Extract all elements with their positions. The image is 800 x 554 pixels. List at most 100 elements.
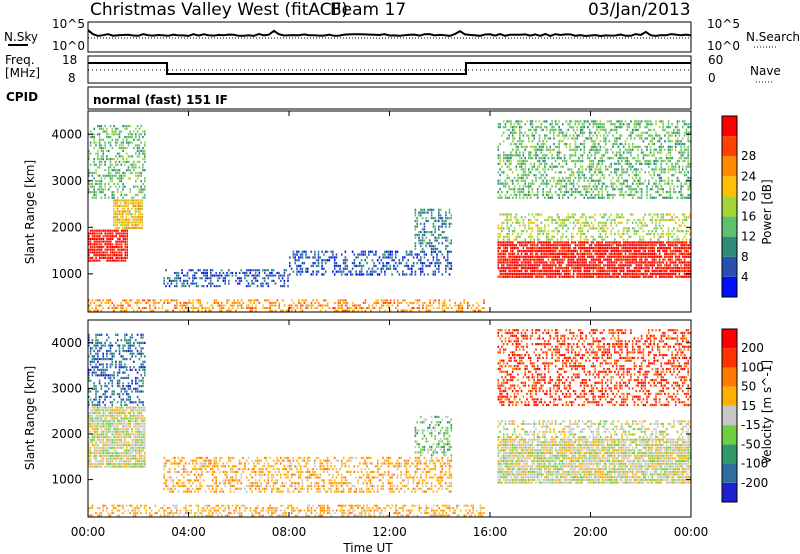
heatmap-cell-3: [280, 285, 282, 288]
heatmap-cell-6: [337, 301, 340, 304]
heatmap-cell-7: [599, 258, 602, 261]
heatmap-cell-3: [229, 271, 232, 274]
heatmap-cell-9: [587, 137, 589, 140]
nsky-tick-bottom: 10^0: [52, 39, 85, 53]
heatmap-cell-6: [143, 299, 146, 302]
heatmap-cell-7: [528, 261, 530, 264]
heatmap-cell-7: [631, 247, 634, 250]
heatmap-cell-9: [520, 174, 523, 177]
heatmap-cell-7: [531, 249, 534, 253]
beam-label: Beam 17: [330, 0, 406, 20]
heatmap-cell-0: [99, 251, 101, 254]
heatmap-cell-8: [579, 232, 582, 236]
heatmap-cell-9: [556, 157, 559, 160]
heatmap-cell-9: [637, 148, 639, 151]
heatmap-cell-3: [193, 282, 196, 285]
heatmap-cell-9: [640, 190, 643, 194]
heatmap-cell-7: [622, 255, 625, 258]
heatmap-cell-0: [119, 235, 121, 238]
heatmap-cell-9: [631, 131, 634, 134]
heatmap-cell-9: [651, 168, 654, 171]
heatmap-cell-4: [296, 267, 298, 270]
heatmap-cell-6: [443, 309, 446, 312]
heatmap-cell-3: [163, 279, 165, 282]
heatmap-cell-9: [662, 126, 664, 129]
heatmap-cell-8: [540, 230, 543, 233]
heatmap-cell-7: [653, 241, 655, 244]
heatmap-cell-8: [689, 216, 691, 219]
heatmap-cell-9: [631, 145, 634, 148]
heatmap-cell-9: [583, 174, 586, 177]
heatmap-cell-6: [373, 307, 376, 309]
heatmap-cell-7: [554, 247, 557, 250]
heatmap-cell-0: [119, 240, 121, 243]
heatmap-cell-2: [116, 158, 119, 161]
heatmap-cell-7: [649, 275, 652, 278]
heatmap-cell-9: [621, 159, 623, 163]
heatmap-cell-9: [648, 171, 650, 174]
heatmap-cell-7: [536, 258, 539, 261]
heatmap-cell-6: [195, 307, 198, 309]
heatmap-cell-7: [683, 269, 686, 273]
heatmap-cell-7: [678, 275, 681, 278]
heatmap-cell-9: [508, 176, 510, 180]
heatmap-cell-2: [122, 196, 124, 199]
heatmap-cell-4: [389, 250, 392, 253]
heatmap-cell-7: [630, 272, 632, 276]
heatmap-cell-7: [519, 241, 521, 244]
heatmap-cell-0: [97, 254, 99, 257]
heatmap-cell-8: [565, 230, 568, 233]
heatmap-cell-9: [614, 123, 616, 126]
heatmap-cell-4: [314, 250, 316, 253]
heatmap-cell-9: [583, 196, 586, 199]
heatmap-cell-3: [210, 279, 212, 282]
heatmap-cell-9: [522, 168, 525, 171]
heatmap-cell-8: [554, 227, 557, 230]
heatmap-cell-9: [545, 126, 548, 129]
heatmap-cell-9: [605, 131, 607, 134]
heatmap-cell-7: [671, 267, 673, 270]
heatmap-cell-7: [617, 264, 620, 267]
heatmap-cell-9: [520, 131, 523, 134]
heatmap-cell-8: [603, 216, 605, 219]
heatmap-cell-9: [562, 123, 564, 126]
heatmap-cell-6: [303, 301, 306, 304]
heatmap-cell-9: [522, 134, 525, 137]
heatmap-cell-3: [245, 274, 248, 277]
heatmap-cell-7: [646, 272, 648, 276]
heatmap-cell-8: [551, 221, 553, 224]
heatmap-cell-6: [102, 307, 104, 309]
heatmap-cell-6: [310, 307, 313, 309]
heatmap-cell-5: [427, 208, 429, 211]
heatmap-cell-9: [581, 154, 584, 157]
heatmap-cell-9: [517, 123, 519, 126]
heatmap-cell-1: [132, 204, 135, 208]
heatmap-cell-8: [631, 227, 634, 230]
heatmap-cell-7: [667, 272, 670, 276]
heatmap-cell-7: [687, 249, 689, 253]
heatmap-cell-7: [594, 249, 596, 253]
heatmap-cell-4: [335, 270, 338, 273]
heatmap-cell-9: [655, 134, 657, 137]
heatmap-cell-8: [506, 216, 509, 219]
heatmap-cell-8: [560, 224, 562, 227]
heatmap-cell-9: [626, 182, 629, 185]
heatmap-cell-7: [596, 241, 598, 244]
heatmap-cell-9: [556, 151, 559, 154]
heatmap-cell-7: [614, 252, 616, 255]
heatmap-cell-9: [576, 159, 578, 163]
heatmap-cell-6: [341, 309, 343, 312]
heatmap-cell-2: [118, 177, 121, 180]
heatmap-cell-4: [373, 270, 375, 273]
heatmap-cell-8: [646, 232, 648, 236]
heatmap-cell-9: [639, 159, 641, 163]
heatmap-cell-9: [533, 128, 535, 132]
heatmap-cell-0: [108, 256, 110, 259]
heatmap-cell-0: [104, 251, 106, 254]
heatmap-cell-8: [583, 232, 586, 236]
heatmap-cell-7: [529, 275, 532, 278]
heatmap-cell-1: [125, 202, 128, 205]
heatmap-cell-7: [556, 272, 559, 276]
heatmap-cell-2: [93, 193, 95, 197]
heatmap-cell-7: [657, 255, 659, 258]
